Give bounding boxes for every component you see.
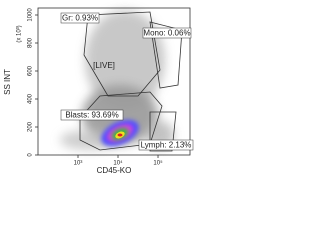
y-axis-label: SS INT	[3, 69, 12, 95]
gate-gr	[83, 11, 161, 97]
gate-blasts	[79, 91, 163, 151]
y-tick-label: 800	[28, 37, 34, 48]
y-tick-label: 400	[28, 93, 34, 104]
chart: [LIVE] Gr: 0.93% Mono: 0.06% Blasts: 93.…	[3, 7, 194, 175]
gate-label: Lymph: 2.13%	[141, 141, 192, 150]
label-box	[138, 139, 194, 151]
y-tick-label: 0	[28, 153, 34, 157]
y-tick-label: 200	[28, 121, 34, 132]
x-axis-label: CD45-KO	[97, 166, 132, 175]
x-tick-label: 10⁴	[113, 160, 123, 167]
gate-label: Blasts: 93.69%	[65, 111, 118, 120]
plot-frame	[37, 7, 191, 156]
gate-mono	[149, 21, 183, 89]
gate-label: Mono: 0.06%	[143, 29, 190, 38]
label-box	[142, 27, 192, 39]
gates	[79, 11, 183, 152]
label-box	[60, 109, 124, 121]
chart-title: [LIVE]	[93, 61, 115, 70]
gate-lymph	[149, 111, 177, 152]
x-tick-label: 10⁵	[153, 160, 163, 167]
y-tick-label: 600	[28, 65, 34, 76]
x-tick-label: 10³	[74, 161, 83, 167]
gate-label: Gr: 0.93%	[62, 14, 98, 23]
label-box	[60, 12, 100, 24]
y-multiplier: (x 10³)	[17, 25, 23, 42]
y-tick-label: 1000	[28, 8, 34, 22]
